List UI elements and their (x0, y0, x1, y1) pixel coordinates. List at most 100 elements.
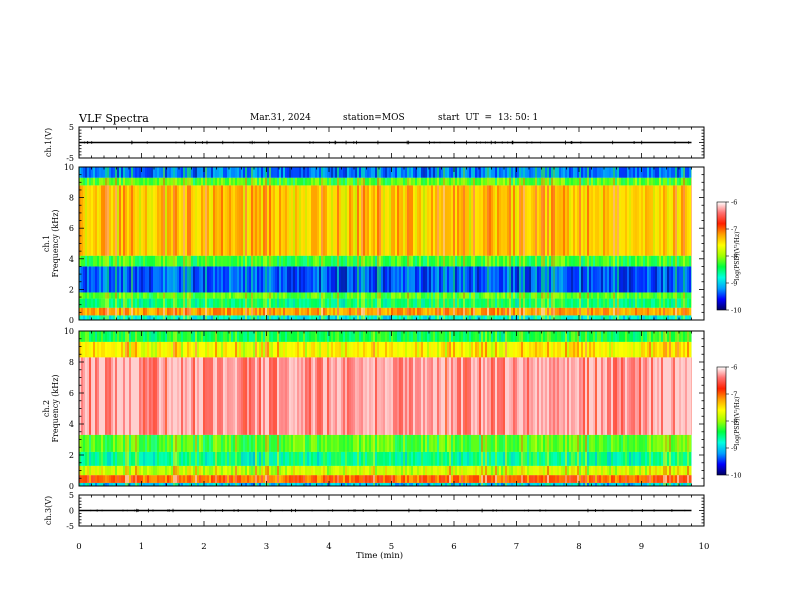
spectral-cell (359, 266, 361, 293)
spectral-cell (99, 266, 101, 293)
spectral-cell (145, 255, 147, 267)
spectral-cell (297, 357, 299, 435)
spectral-cell (569, 434, 571, 452)
spectral-cell (529, 177, 531, 186)
spectral-cell (511, 315, 513, 320)
spectral-cell (277, 185, 279, 256)
spectral-cell (505, 177, 507, 186)
spectral-cell (331, 482, 333, 486)
spectral-cell (561, 357, 563, 435)
spectral-cell (147, 177, 149, 186)
spectral-cell (403, 465, 405, 476)
spectral-cell (607, 266, 609, 293)
spectral-cell (431, 482, 433, 486)
spectral-cell (303, 255, 305, 267)
spectral-cell (395, 177, 397, 186)
spectral-cell (535, 434, 537, 452)
spectral-cell (119, 482, 121, 486)
spectral-cell (543, 434, 545, 452)
spectral-cell (375, 167, 377, 178)
spectral-cell (577, 465, 579, 476)
spectral-cell (263, 451, 265, 466)
spectral-cell (119, 266, 121, 293)
spectral-cell (665, 307, 667, 316)
spectral-cell (207, 451, 209, 466)
spectral-cell (223, 292, 225, 299)
spectral-cell (647, 255, 649, 267)
spectral-cell (193, 167, 195, 178)
spectral-cell (559, 177, 561, 186)
spectral-cell (571, 298, 573, 308)
spectral-cell (127, 167, 129, 178)
spectral-cell (303, 298, 305, 308)
spectral-cell (381, 315, 383, 320)
spectral-cell (561, 315, 563, 320)
spectral-cell (481, 331, 483, 342)
spectral-cell (595, 341, 597, 358)
spectral-cell (143, 451, 145, 466)
spectral-cell (409, 177, 411, 186)
spectral-cell (401, 292, 403, 299)
spectral-cell (385, 292, 387, 299)
spectral-cell (121, 451, 123, 466)
spectral-cell (137, 255, 139, 267)
spectral-cell (397, 167, 399, 178)
spectral-cell (245, 177, 247, 186)
spectral-cell (381, 357, 383, 435)
spectral-cell (511, 331, 513, 342)
spectral-cell (365, 255, 367, 267)
spectral-cell (537, 465, 539, 476)
spectral-cell (201, 475, 203, 483)
spectral-cell (391, 341, 393, 358)
spectral-cell (523, 177, 525, 186)
spectral-cell (539, 307, 541, 316)
spectral-cell (457, 331, 459, 342)
spectral-cell (465, 167, 467, 178)
spectral-cell (101, 475, 103, 483)
spectral-cell (515, 167, 517, 178)
spectral-cell (257, 434, 259, 452)
spectral-cell (567, 298, 569, 308)
spectral-cell (423, 475, 425, 483)
spectral-cell (285, 475, 287, 483)
spectral-cell (255, 167, 257, 178)
spectral-cell (277, 315, 279, 320)
spectral-cell (495, 185, 497, 256)
spectral-cell (409, 434, 411, 452)
spectral-cell (263, 298, 265, 308)
spectral-cell (397, 482, 399, 486)
spectral-cell (119, 177, 121, 186)
spectral-cell (353, 465, 355, 476)
spectral-cell (187, 177, 189, 186)
spectral-cell (493, 475, 495, 483)
spectral-cell (647, 292, 649, 299)
spectral-cell (325, 185, 327, 256)
spectral-cell (365, 177, 367, 186)
spectral-cell (423, 331, 425, 342)
spectral-cell (333, 465, 335, 476)
spectral-cell (425, 482, 427, 486)
spectral-cell (617, 167, 619, 178)
spectral-cell (443, 357, 445, 435)
spectral-cell (573, 357, 575, 435)
spectral-cell (579, 341, 581, 358)
spectral-cell (235, 475, 237, 483)
spectral-cell (371, 482, 373, 486)
spectral-cell (289, 465, 291, 476)
spectral-cell (343, 451, 345, 466)
spectral-cell (79, 357, 81, 435)
spectral-cell (391, 434, 393, 452)
spectral-cell (279, 482, 281, 486)
spectral-cell (183, 307, 185, 316)
spectral-cell (305, 292, 307, 299)
spectral-cell (131, 451, 133, 466)
spectral-cell (165, 451, 167, 466)
spectral-cell (81, 331, 83, 342)
spectral-cell (283, 357, 285, 435)
spectral-cell (359, 185, 361, 256)
spectral-cell (567, 266, 569, 293)
spectral-cell (479, 307, 481, 316)
spectral-cell (389, 255, 391, 267)
spectral-cell (319, 465, 321, 476)
spectral-cell (509, 266, 511, 293)
